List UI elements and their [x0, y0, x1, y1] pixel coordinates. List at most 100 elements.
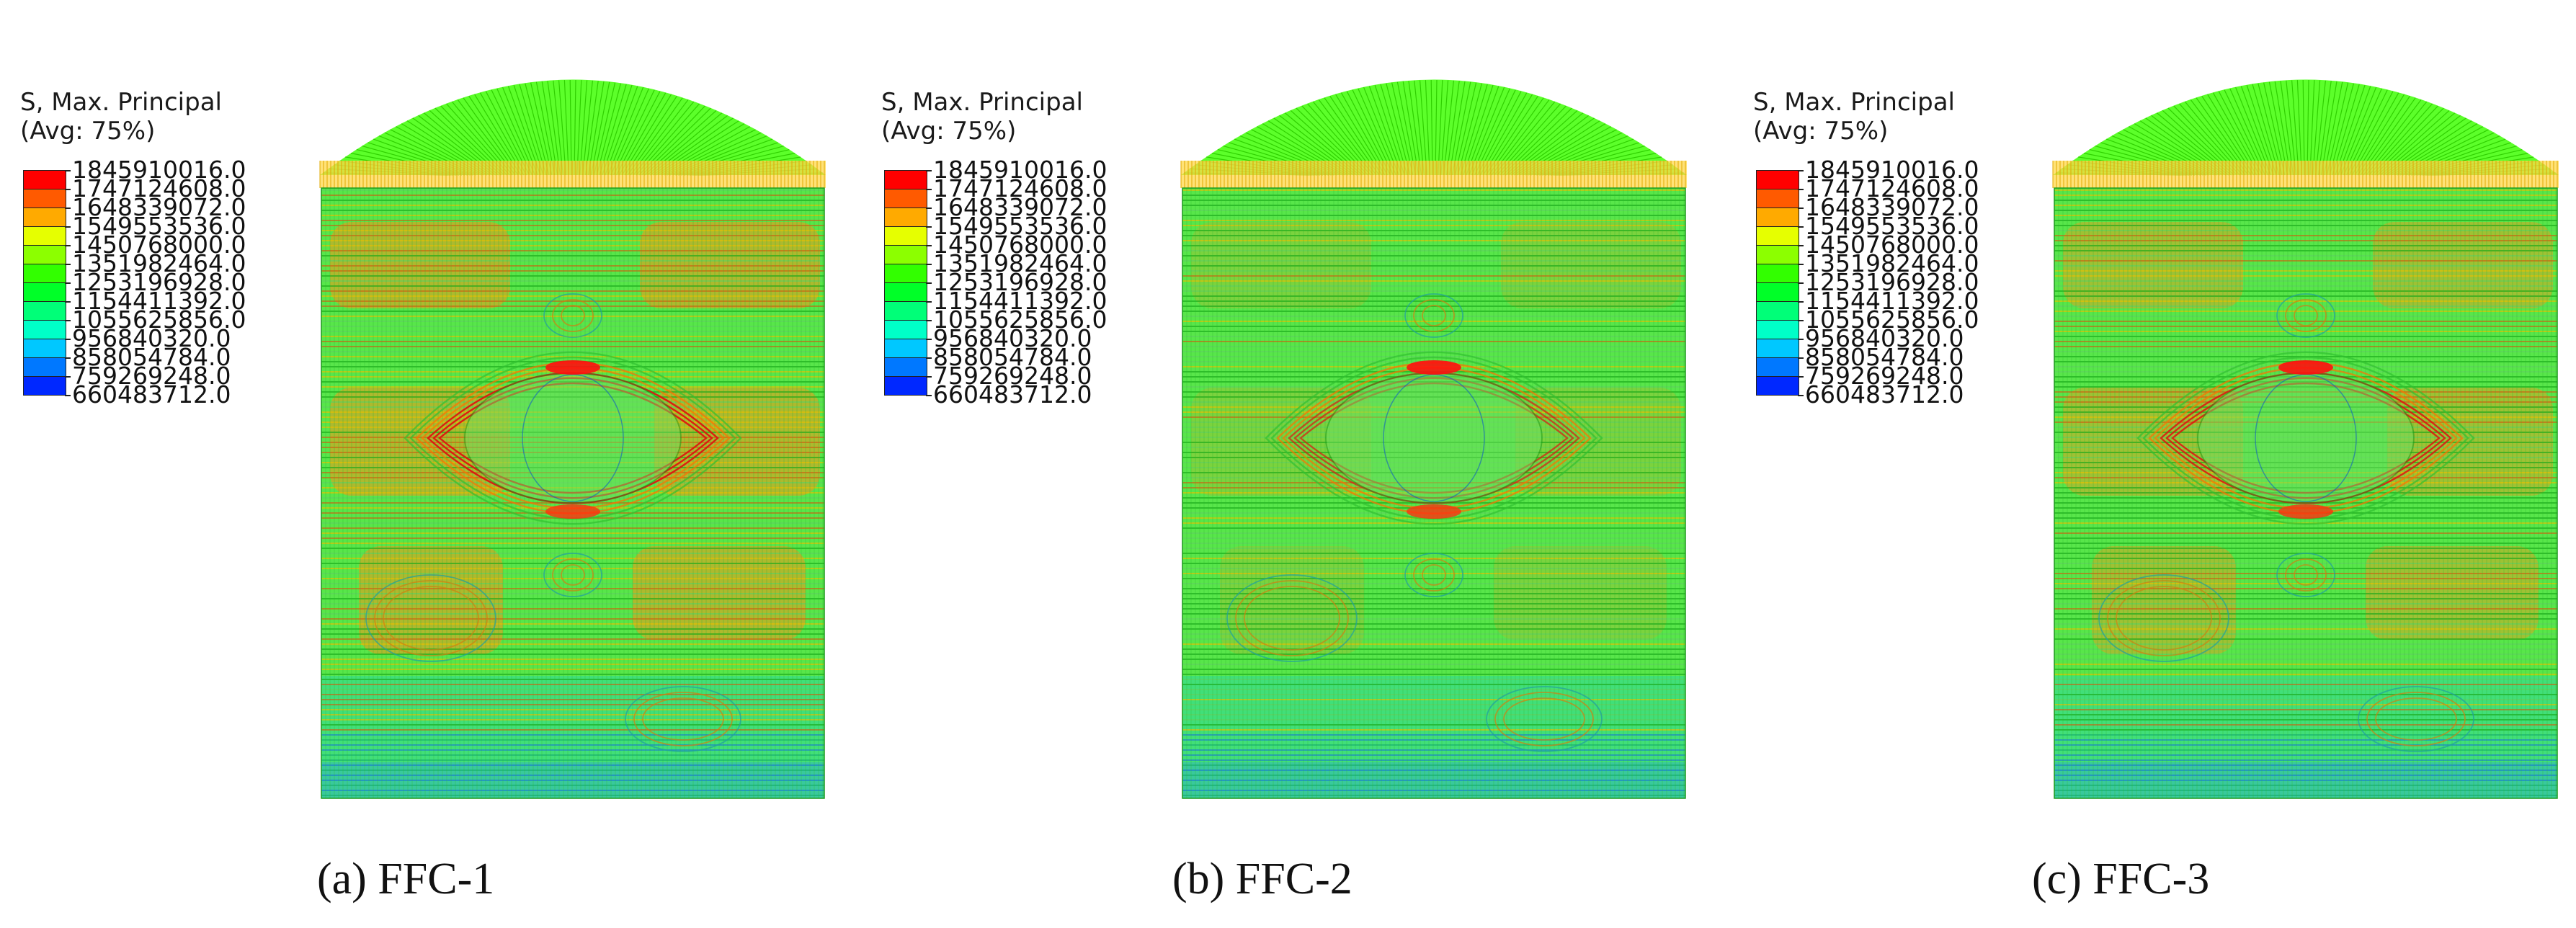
- legend-value-label: 1845910016.0: [925, 153, 1107, 184]
- legend-value-label: 1549553536.0: [64, 210, 246, 240]
- ring-contour: [365, 574, 496, 662]
- legend-swatch: [1756, 301, 1799, 321]
- dome-mesh-line: [1446, 81, 1460, 176]
- legend-swatch: [884, 376, 927, 396]
- dome-mesh-line: [1451, 81, 1471, 176]
- dome-mesh-line: [535, 81, 556, 176]
- legend-title-line-1: S, Max. Principal: [1753, 88, 1955, 117]
- panel-ffc-2: S, Max. Principal (Avg: 75%) 1845910016.…: [861, 0, 1719, 928]
- ring-contour: [1413, 558, 1455, 592]
- ring-contour: [1494, 692, 1594, 746]
- legend-title-line-1: S, Max. Principal: [881, 88, 1083, 117]
- opening-stress-contour: [2136, 351, 2475, 525]
- legend-value-label: 1253196928.0: [1797, 266, 1979, 296]
- dome-mesh-line: [1380, 84, 1408, 176]
- legend-swatch: [884, 189, 927, 208]
- legend-swatch: [23, 245, 66, 264]
- legend-swatch: [1756, 208, 1799, 227]
- legend-value-label: 1747124608.0: [925, 172, 1107, 202]
- stress-hotspot-bottom: [2278, 504, 2333, 519]
- legend-swatch: [1756, 264, 1799, 283]
- body-outline: [1182, 187, 1686, 799]
- ring-contour: [1404, 293, 1463, 338]
- legend-swatch: [884, 245, 927, 264]
- dome-mesh-line: [610, 88, 649, 176]
- legend-swatch: [23, 320, 66, 339]
- dome-mesh-line: [2291, 80, 2299, 176]
- legend-swatch: [884, 320, 927, 339]
- legend-value-label: 1450768000.0: [1797, 228, 1979, 259]
- dome-mesh-line: [1448, 81, 1466, 176]
- legend-value-label: 1351982464.0: [925, 247, 1107, 277]
- legend-swatch: [884, 282, 927, 302]
- dome-mesh-line: [585, 81, 599, 176]
- dome-mesh-line: [502, 86, 538, 176]
- stress-contour-model: [319, 79, 826, 799]
- legend-swatch: [884, 226, 927, 246]
- ring-contour: [1413, 299, 1455, 332]
- stress-hotspot-bottom: [1407, 504, 1461, 519]
- dome-mesh-line: [2274, 81, 2291, 176]
- legend-title: S, Max. Principal (Avg: 75%): [881, 88, 1083, 146]
- dome-mesh-line: [530, 82, 553, 176]
- ring-contour: [642, 697, 724, 741]
- stress-contour-model: [2052, 79, 2559, 799]
- legend-value-label: 759269248.0: [1797, 360, 1964, 390]
- dome-mesh-line: [1391, 82, 1414, 176]
- dome-mesh-line: [1425, 80, 1430, 176]
- dome-mesh-line: [607, 86, 644, 176]
- legend-value-label: 1549553536.0: [925, 210, 1107, 240]
- legend-swatch: [23, 282, 66, 302]
- opening-stress-contour: [415, 362, 731, 514]
- dome-mesh-line: [579, 80, 588, 176]
- ring-contour: [625, 686, 741, 752]
- legend-swatch: [1756, 189, 1799, 208]
- opening-stress-contour: [404, 351, 742, 525]
- dome-mesh-line: [2252, 84, 2280, 176]
- dome-mesh-line: [2312, 80, 2321, 176]
- legend-title-line-1: S, Max. Principal: [20, 88, 222, 117]
- legend-value-label: 858054784.0: [64, 341, 231, 371]
- dome-mesh-line: [2340, 86, 2377, 176]
- caption-c: (c) FFC-3: [2032, 855, 2210, 904]
- dome-mesh-line: [1374, 84, 1405, 176]
- dome-mesh-line: [1469, 86, 1505, 176]
- legend-value-label: 1747124608.0: [1797, 172, 1979, 202]
- dome-mesh-line: [558, 80, 566, 176]
- ring-contour: [561, 564, 585, 586]
- dome-mesh-line: [605, 86, 638, 176]
- legend-value-label: 660483712.0: [64, 378, 231, 409]
- ring-contour: [561, 305, 585, 326]
- dome-mesh-line: [2286, 80, 2296, 176]
- legend-value-label: 1747124608.0: [64, 172, 246, 202]
- dome-mesh-line: [1402, 81, 1420, 176]
- ring-contour: [2294, 564, 2318, 586]
- dome-mesh-line: [2309, 80, 2315, 176]
- dome-mesh-line: [1471, 88, 1510, 176]
- dome-mesh-line: [2323, 81, 2343, 176]
- dome-mesh-line: [1440, 80, 1449, 176]
- dome-mesh-line: [2318, 81, 2332, 176]
- legend-swatch: [1756, 245, 1799, 264]
- dome-mesh-line: [553, 80, 563, 176]
- dome-mesh-line: [1420, 80, 1427, 176]
- dome-mesh-line: [590, 81, 610, 176]
- ring-contour: [2107, 580, 2221, 656]
- dome-mesh-line: [2302, 80, 2305, 176]
- opening-stress-contour: [1282, 367, 1586, 509]
- opening-stress-contour: [2142, 356, 2469, 520]
- ring-contour: [633, 692, 733, 746]
- dome-mesh-line: [2258, 83, 2283, 176]
- dome-mesh-line: [1443, 80, 1454, 176]
- stress-patch: [2063, 222, 2243, 308]
- dome-mesh-line: [1460, 84, 1488, 176]
- stress-patch: [2373, 222, 2553, 308]
- legend-value-label: 1845910016.0: [64, 153, 246, 184]
- dome-mesh-line: [2268, 81, 2288, 176]
- legend-value-label: 660483712.0: [1797, 378, 1964, 409]
- legend-swatch: [23, 208, 66, 227]
- opening-core: [464, 372, 682, 504]
- legend-swatch: [884, 339, 927, 358]
- ring-contour: [1235, 580, 1349, 656]
- legend-title-line-2: (Avg: 75%): [881, 117, 1017, 146]
